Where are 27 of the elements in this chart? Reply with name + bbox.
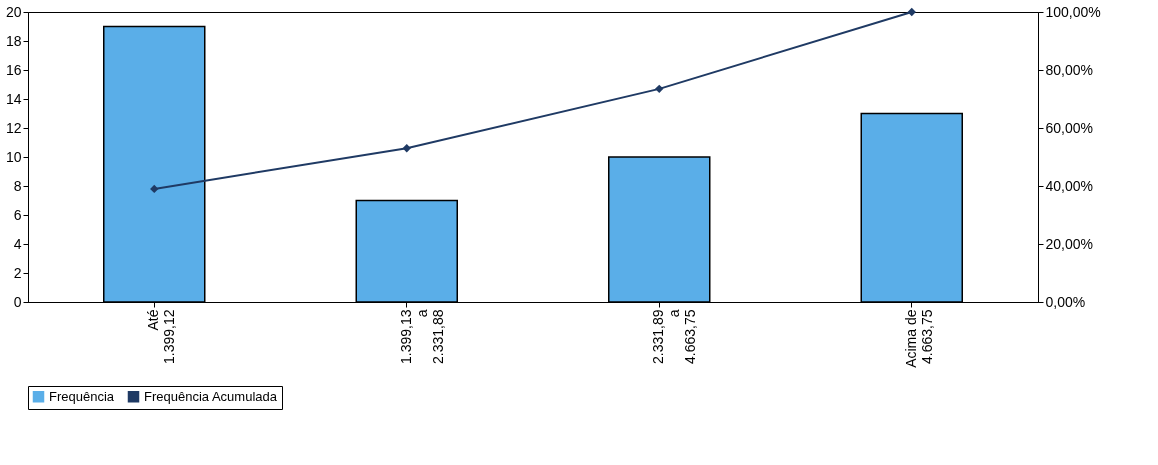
point (150, 184, 159, 194)
y-tick-label: 2 (13, 264, 22, 281)
y2-tick-label: 80,00% (1045, 61, 1093, 78)
y-tick-label: 20 (5, 3, 22, 20)
y-tick-label: 0 (13, 293, 22, 310)
y2-tick-label: 0,00% (1045, 293, 1086, 310)
point (907, 7, 916, 17)
y-tick-label: 6 (13, 206, 22, 223)
y2-tick-label: 100,00% (1045, 3, 1101, 20)
y-tick-label: 12 (5, 119, 22, 136)
x-tick-label: 1.399,13 a 2.331,88 (397, 309, 446, 364)
y2-tick-label: 60,00% (1045, 119, 1093, 136)
y-tick-label: 4 (13, 235, 22, 252)
x-tick-label: Até 1.399,12 (145, 309, 178, 364)
y-tick-label: 14 (5, 90, 22, 107)
y2-tick-label: 40,00% (1045, 177, 1093, 194)
legend-label: Frequência (49, 388, 115, 404)
y-tick-label: 8 (13, 177, 22, 194)
y-tick-label: 18 (5, 32, 22, 49)
y-tick-label: 10 (5, 148, 22, 165)
x-tick-label: Acima de 4.663,75 (902, 309, 935, 368)
point (402, 144, 411, 153)
point (655, 84, 664, 94)
y2-tick-label: 20,00% (1045, 235, 1093, 252)
legend-label: Frequência Acumulada (144, 388, 278, 404)
x-tick-label: 2.331,89 a 4.663,75 (650, 309, 699, 364)
y-tick-label: 16 (5, 61, 22, 78)
